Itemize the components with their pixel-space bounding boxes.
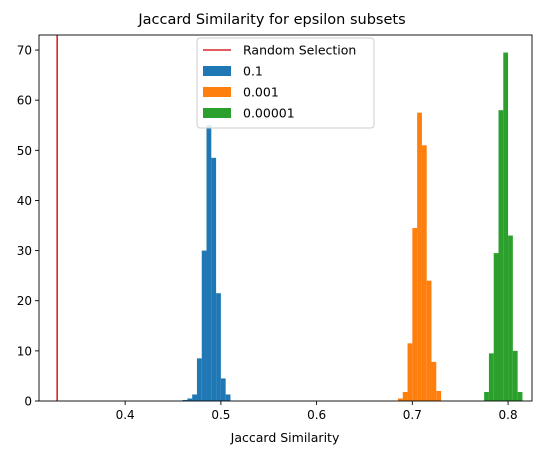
histogram-bar xyxy=(512,350,518,401)
histogram-bar xyxy=(484,391,489,401)
histogram-bar xyxy=(417,112,422,402)
y-axis-ticks: 0 10 20 30 40 50 60 70 xyxy=(17,44,39,409)
histogram-bar xyxy=(201,250,207,401)
x-tick-label: 0.6 xyxy=(307,408,326,422)
bars-layer xyxy=(182,52,523,402)
histogram-bar xyxy=(187,398,193,401)
legend-patch-swatch xyxy=(203,87,231,97)
histogram-bar xyxy=(407,343,413,401)
legend: Random Selection 0.1 0.001 0.00001 xyxy=(196,37,375,129)
legend-label: Random Selection xyxy=(243,43,356,58)
legend-label: 0.001 xyxy=(243,85,279,100)
histogram-bar xyxy=(182,400,188,401)
histogram-bar xyxy=(426,280,432,401)
histogram-bar xyxy=(498,110,504,402)
x-tick-label: 0.8 xyxy=(499,408,518,422)
y-tick-label: 70 xyxy=(17,44,32,58)
histogram-bar xyxy=(508,235,513,401)
axes-frame xyxy=(38,34,533,402)
series-1-bars xyxy=(182,125,231,401)
histogram-bar xyxy=(421,145,427,401)
y-tick-label: 60 xyxy=(17,94,32,108)
legend-box xyxy=(196,37,375,129)
legend-label: 0.00001 xyxy=(243,106,295,121)
x-tick-label: 0.5 xyxy=(211,408,230,422)
y-tick-label: 30 xyxy=(17,244,32,258)
histogram-bar xyxy=(206,125,212,401)
y-tick-label: 50 xyxy=(17,144,32,158)
series-2-bars xyxy=(397,112,442,402)
x-axis-ticks: 0.4 0.5 0.6 0.7 0.8 xyxy=(116,401,518,422)
histogram-bar xyxy=(220,378,226,401)
histogram-bar xyxy=(517,391,523,401)
legend-label: 0.1 xyxy=(243,64,263,79)
y-tick-label: 40 xyxy=(17,194,32,208)
histogram-bar xyxy=(216,293,221,401)
histogram-bar xyxy=(488,353,494,401)
x-tick-label: 0.7 xyxy=(403,408,422,422)
histogram-bar xyxy=(503,52,509,402)
series-3-bars xyxy=(484,52,523,402)
y-tick-label: 0 xyxy=(24,395,32,409)
histogram-bar xyxy=(211,157,217,401)
histogram-bar xyxy=(493,253,499,401)
y-tick-label: 10 xyxy=(17,344,32,358)
histogram-bar xyxy=(196,358,202,401)
x-tick-label: 0.4 xyxy=(116,408,135,422)
histogram-bar xyxy=(402,391,408,401)
axes-border xyxy=(38,34,533,402)
chart-title: Jaccard Similarity for epsilon subsets xyxy=(137,12,405,28)
legend-patch-swatch xyxy=(203,108,231,118)
histogram-bar xyxy=(431,361,437,401)
histogram-bar xyxy=(397,398,403,401)
x-axis-label: Jaccard Similarity xyxy=(230,430,340,445)
legend-patch-swatch xyxy=(203,66,231,76)
y-tick-label: 20 xyxy=(17,294,32,308)
histogram-bar xyxy=(436,390,442,401)
histogram-bar xyxy=(225,394,231,401)
histogram-bar xyxy=(412,228,418,401)
histogram-bar xyxy=(192,394,197,401)
